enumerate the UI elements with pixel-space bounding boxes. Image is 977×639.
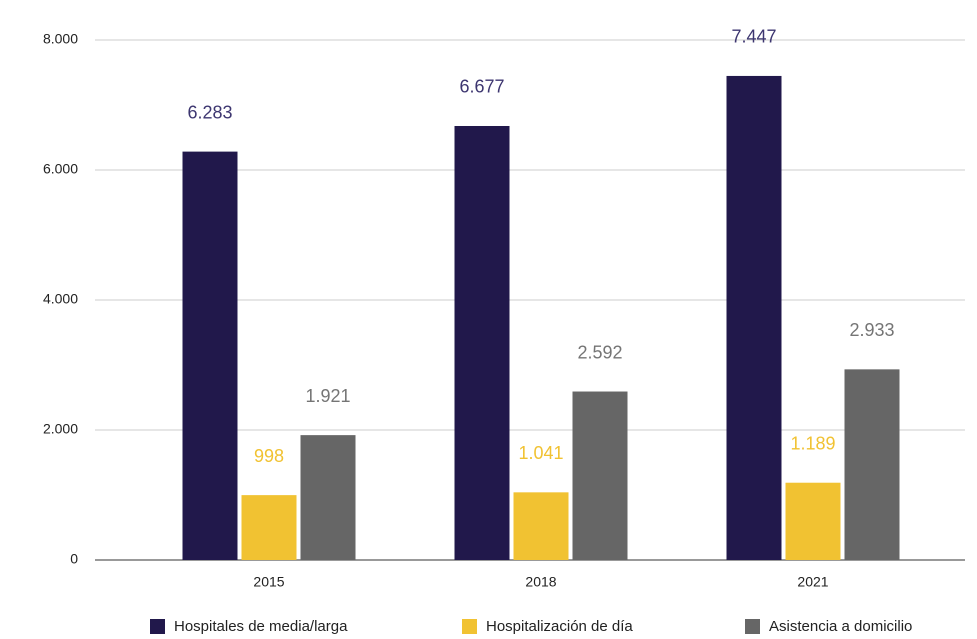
bar [844, 369, 900, 560]
bar [572, 391, 628, 560]
value-label: 6.677 [459, 77, 504, 97]
legend-swatch [150, 619, 165, 634]
value-label: 1.921 [305, 386, 350, 406]
value-label: 998 [254, 446, 284, 466]
value-label: 2.933 [849, 320, 894, 340]
value-label: 1.189 [790, 433, 835, 453]
bar [241, 495, 297, 560]
legend-label: Hospitalización de día [486, 618, 633, 635]
bar [454, 125, 510, 561]
bar [300, 435, 356, 560]
value-label: 7.447 [731, 27, 776, 47]
bar [726, 75, 782, 560]
x-tick-label: 2021 [797, 574, 828, 590]
y-tick-label: 6.000 [43, 161, 78, 177]
y-tick-label: 4.000 [43, 291, 78, 307]
x-tick-label: 2018 [525, 574, 556, 590]
y-tick-label: 2.000 [43, 421, 78, 437]
y-tick-label: 0 [70, 551, 78, 567]
value-label: 1.041 [518, 443, 563, 463]
legend-swatch [745, 619, 760, 634]
bar [513, 492, 569, 560]
bar [182, 151, 238, 561]
legend-swatch [462, 619, 477, 634]
value-label: 2.592 [577, 342, 622, 362]
y-tick-label: 8.000 [43, 31, 78, 47]
bar [785, 482, 841, 560]
legend-label: Asistencia a domicilio [769, 618, 912, 635]
x-tick-label: 2015 [253, 574, 284, 590]
legend-label: Hospitales de media/larga [174, 618, 348, 635]
value-label: 6.283 [187, 102, 232, 122]
